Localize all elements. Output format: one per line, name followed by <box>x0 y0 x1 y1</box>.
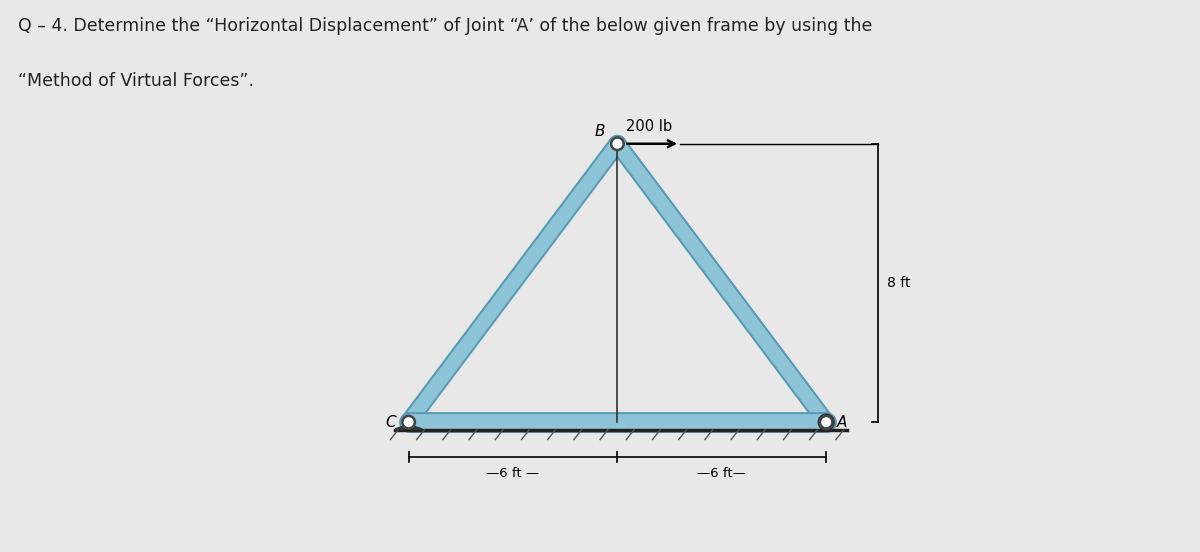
Text: 8 ft: 8 ft <box>887 276 911 290</box>
Circle shape <box>402 416 415 428</box>
Text: —6 ft —: —6 ft — <box>486 466 540 480</box>
Circle shape <box>611 137 624 150</box>
Text: 200 lb: 200 lb <box>626 119 672 134</box>
Circle shape <box>818 415 834 430</box>
Circle shape <box>820 416 833 428</box>
Text: B: B <box>595 124 605 139</box>
Text: Q – 4. Determine the “Horizontal Displacement” of Joint “A’ of the below given f: Q – 4. Determine the “Horizontal Displac… <box>18 17 872 35</box>
Polygon shape <box>395 425 422 429</box>
Text: C: C <box>385 415 396 429</box>
Text: “Method of Virtual Forces”.: “Method of Virtual Forces”. <box>18 72 254 90</box>
Text: A: A <box>836 415 847 429</box>
Text: —6 ft—: —6 ft— <box>697 466 746 480</box>
